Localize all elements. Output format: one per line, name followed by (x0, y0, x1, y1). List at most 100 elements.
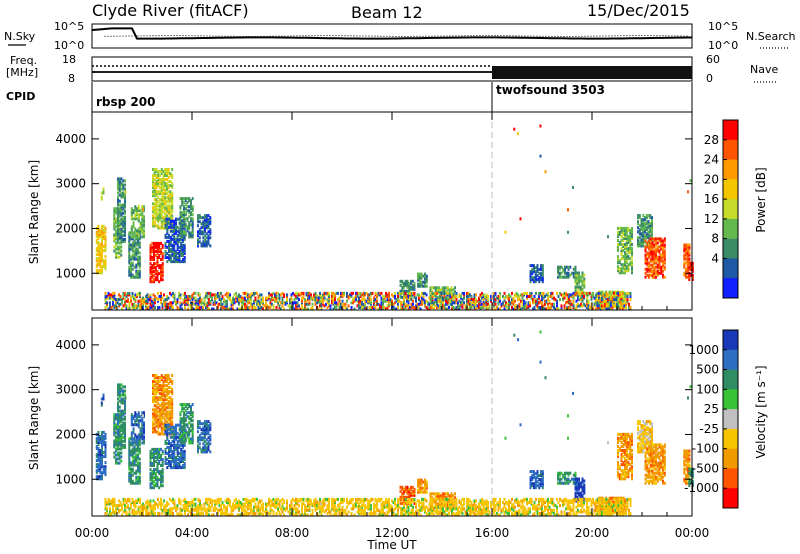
power-cell (653, 253, 656, 257)
power-cell (181, 233, 184, 237)
power-cell (178, 227, 181, 231)
power-ground-cell (269, 298, 272, 302)
power-cell (691, 261, 694, 265)
velocity-cell (155, 398, 158, 402)
power-cell (173, 235, 176, 239)
velocity-cell (130, 423, 133, 427)
power-cell (171, 184, 174, 188)
power-ground-cell (215, 301, 218, 305)
power-cell (118, 207, 121, 211)
power-ground-cell (493, 298, 495, 302)
power-cell (159, 190, 161, 194)
power-cell (538, 276, 541, 280)
velocity-cell (104, 447, 107, 450)
power-ground-cell (184, 291, 186, 295)
velocity-cell (153, 468, 155, 472)
power-ground-cell (157, 298, 159, 302)
power-ground-cell (392, 306, 395, 309)
power-cell (169, 190, 172, 194)
power-ground-cell (293, 307, 296, 311)
power-ground-cell (131, 295, 134, 298)
power-ground-cell (289, 304, 291, 308)
power-ground-cell (542, 306, 545, 309)
power-cell (637, 222, 639, 226)
power-ground-cell (107, 296, 110, 300)
power-cell (160, 208, 163, 212)
power-ground-cell (550, 291, 552, 295)
power-ground-cell (338, 299, 341, 303)
power-cell (620, 226, 623, 230)
power-cell (122, 195, 125, 199)
power-ground-cell (295, 301, 297, 305)
power-cell (160, 182, 163, 186)
colorbar-tick-label: 8 (711, 232, 719, 246)
velocity-cell (171, 390, 174, 394)
power-ground-cell (415, 299, 417, 303)
power-ground-cell (359, 302, 362, 306)
power-cell (424, 284, 426, 288)
power-cell (660, 245, 663, 249)
power-ground-cell (260, 293, 263, 297)
power-cell (205, 226, 208, 230)
power-ground-cell (536, 301, 539, 305)
power-cell (686, 263, 689, 267)
power-ground-cell (368, 293, 371, 297)
power-ground-cell (227, 296, 230, 300)
power-cell (683, 247, 686, 251)
power-cell (541, 278, 544, 282)
power-ground-cell (598, 304, 600, 308)
power-cell (120, 249, 123, 253)
velocity-cell (155, 430, 158, 434)
power-ground-cell (334, 295, 336, 298)
velocity-cell (164, 404, 167, 408)
power-ground-cell (194, 299, 197, 303)
velocity-cell (122, 411, 125, 415)
power-cell (690, 263, 692, 267)
power-cell (134, 227, 137, 231)
power-ground-cell (338, 306, 341, 309)
velocity-cell (164, 451, 167, 455)
power-ground-cell (629, 298, 632, 302)
power-ground-cell (451, 302, 453, 306)
power-cell (541, 268, 544, 272)
power-cell (190, 205, 192, 209)
power-ground-cell (226, 304, 228, 308)
velocity-cell (130, 421, 133, 425)
power-ground-cell (248, 301, 251, 305)
power-ground-cell (301, 299, 303, 303)
power-cell (651, 234, 653, 238)
power-cell (160, 272, 162, 276)
velocity-cell (166, 376, 168, 379)
power-cell (610, 292, 613, 296)
power-ground-cell (275, 295, 278, 298)
velocity-cell (139, 431, 142, 435)
power-ground-cell (569, 293, 572, 297)
power-cell (557, 265, 559, 269)
velocity-cell (141, 419, 144, 423)
power-cell (658, 263, 661, 267)
power-cell (136, 207, 138, 211)
power-ground-cell (541, 298, 543, 302)
power-cell (104, 259, 107, 263)
power-cell (128, 259, 131, 263)
power-ground-cell (290, 299, 293, 303)
velocity-cell (118, 405, 121, 409)
power-cell (160, 276, 162, 280)
power-cell (178, 237, 181, 241)
power-cell (130, 257, 132, 261)
velocity-cell (167, 414, 170, 418)
power-cell (651, 259, 654, 263)
power-ground-cell (475, 307, 477, 311)
power-cell (152, 180, 154, 184)
power-ground-cell (473, 306, 476, 309)
power-ground-cell (323, 296, 326, 300)
power-ground-cell (527, 301, 530, 305)
power-cell (131, 237, 134, 241)
power-cell (128, 239, 131, 243)
power-ground-cell (394, 295, 396, 298)
power-cell (200, 232, 203, 236)
power-cell (171, 200, 174, 204)
power-ground-cell (224, 302, 227, 306)
velocity-cell (102, 393, 105, 397)
